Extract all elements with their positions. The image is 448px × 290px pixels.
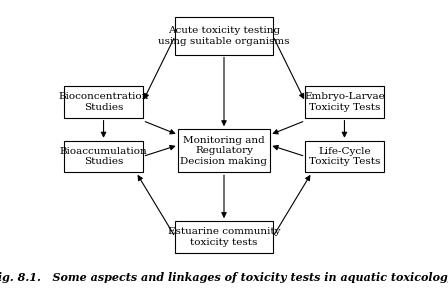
Text: Bioaccumulation
Studies: Bioaccumulation Studies bbox=[60, 147, 147, 166]
Text: Estuarine community
toxicity tests: Estuarine community toxicity tests bbox=[168, 227, 280, 246]
Text: Monitoring and
Regulatory
Decision making: Monitoring and Regulatory Decision makin… bbox=[181, 136, 267, 166]
FancyBboxPatch shape bbox=[175, 17, 273, 55]
FancyBboxPatch shape bbox=[178, 129, 270, 172]
FancyBboxPatch shape bbox=[175, 221, 273, 253]
Text: Embryo-Larvae
Toxicity Tests: Embryo-Larvae Toxicity Tests bbox=[304, 92, 385, 112]
FancyBboxPatch shape bbox=[65, 141, 142, 172]
FancyBboxPatch shape bbox=[306, 141, 383, 172]
FancyBboxPatch shape bbox=[306, 86, 383, 118]
Text: Fig. 8.1.   Some aspects and linkages of toxicity tests in aquatic toxicology.: Fig. 8.1. Some aspects and linkages of t… bbox=[0, 272, 448, 283]
Text: Bioconcentration
Studies: Bioconcentration Studies bbox=[58, 92, 149, 112]
Text: Acute toxicity testing
using suitable organisms: Acute toxicity testing using suitable or… bbox=[158, 26, 290, 46]
Text: Life-Cycle
Toxicity Tests: Life-Cycle Toxicity Tests bbox=[309, 147, 380, 166]
FancyBboxPatch shape bbox=[65, 86, 142, 118]
